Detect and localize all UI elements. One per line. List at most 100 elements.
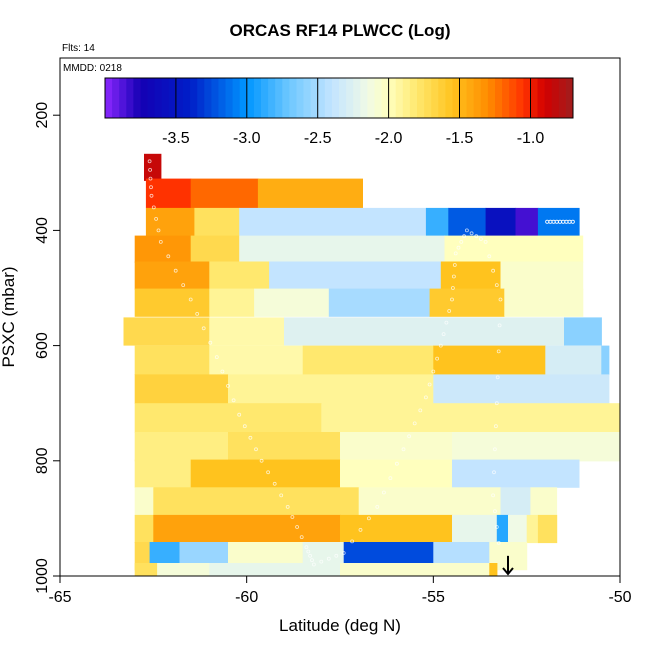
track-point-13 (195, 311, 200, 316)
colorbar-swatch-49 (452, 78, 461, 118)
track-point-44 (375, 504, 380, 509)
track-point-84 (491, 493, 496, 498)
colorbar-tick-label-4: -1.5 (446, 130, 474, 147)
track-point-40 (341, 551, 346, 555)
heatmap-cell-10-3 (452, 432, 620, 462)
heatmap-cell-3-0 (134, 235, 192, 263)
colorbar-swatch-58 (516, 78, 524, 118)
x-axis-label: Latitude (deg N) (279, 616, 401, 635)
heatmap-cell-2-6 (515, 207, 539, 237)
track-point-49 (407, 434, 412, 439)
y-tick-label-1: 400 (34, 217, 51, 244)
colorbar-swatch-24 (275, 78, 283, 118)
heatmap-cell-8-1 (228, 374, 434, 404)
heatmap-cell-2-1 (194, 207, 240, 237)
track-point-29 (290, 515, 295, 519)
colorbar-tick-label-0: -3.5 (162, 130, 190, 147)
colorbar-swatch-47 (438, 78, 446, 118)
track-point-66 (459, 239, 464, 244)
heatmap-cell-8-2 (433, 374, 610, 404)
heatmap-cell-4-2 (269, 261, 442, 290)
track-point-30 (295, 525, 300, 529)
track-point-45 (381, 490, 386, 495)
track-point-61 (450, 286, 455, 290)
colorbar-swatch-15 (211, 78, 219, 118)
track-point-7 (156, 228, 161, 233)
track-point-14 (201, 326, 206, 331)
track-point-23 (254, 447, 258, 452)
heatmap-cell-9-0 (134, 403, 322, 433)
colorbar-swatch-22 (261, 78, 269, 118)
colorbar-swatch-56 (502, 78, 510, 118)
y-axis: 200 400 600 800 1000 (34, 102, 60, 594)
heatmap-cell-7-1 (209, 345, 304, 375)
heatmap-cell-2-2 (239, 207, 427, 237)
heatmap-cell-5-2 (254, 288, 330, 317)
colorbar-swatch-41 (395, 78, 404, 118)
track-point-70 (474, 234, 479, 239)
heatmap-cell-13-4 (496, 514, 509, 544)
colorbar-frame (104, 77, 574, 119)
colorbar-swatch-60 (530, 78, 539, 118)
track-point-83 (492, 470, 496, 475)
track-point-86 (494, 525, 499, 529)
heatmap-cell-12-1 (153, 487, 360, 516)
track-point-52 (423, 395, 428, 400)
track-point-19 (231, 398, 236, 403)
heatmap-cell-1-0 (145, 178, 192, 208)
heatmap-cell-0-0 (144, 153, 162, 181)
heatmap-cell-3-2 (239, 235, 446, 263)
track-point-12 (188, 297, 193, 302)
track-point-51 (418, 408, 423, 413)
track-point-15 (208, 340, 213, 345)
track-point-62 (451, 274, 456, 279)
heatmap-cell-4-0 (134, 261, 210, 290)
track-point-53 (427, 382, 432, 387)
colorbar-swatch-40 (388, 78, 397, 118)
heatmap-cell-11-1 (190, 459, 341, 488)
colorbar-swatch-59 (523, 78, 531, 118)
track-point-41 (350, 539, 355, 544)
colorbar-swatch-13 (197, 78, 205, 118)
heatmap-cell-3-1 (190, 235, 240, 263)
colorbar-swatch-63 (551, 78, 560, 118)
track-point-50 (412, 421, 417, 426)
heatmap-cell-2-4 (448, 207, 487, 237)
heatmap-cell-8-0 (134, 374, 229, 404)
colorbar-swatch-16 (218, 78, 227, 118)
y-tick-label-3: 800 (34, 447, 51, 474)
track-point-59 (447, 309, 452, 313)
colorbar-swatch-23 (268, 78, 276, 118)
heatmap-cell-6-0 (123, 317, 210, 346)
heatmap-cell-9-1 (321, 403, 620, 433)
colorbar-swatch-43 (409, 78, 418, 118)
colorbar-swatch-21 (253, 78, 262, 118)
chart-title: ORCAS RF14 PLWCC (Log) (230, 21, 451, 40)
flight-track-points (147, 159, 575, 567)
colorbar-swatch-9 (168, 78, 177, 118)
heatmap-cell-13-5 (508, 514, 528, 544)
heatmap-cell-15-2 (209, 563, 341, 576)
colorbar-swatch-38 (374, 78, 383, 118)
markers (502, 555, 514, 576)
heatmap-cell-13-6 (526, 514, 539, 544)
heatmap-cell-4-1 (209, 261, 270, 290)
heatmap-cell-7-4 (545, 345, 602, 375)
track-point-26 (272, 481, 277, 486)
heatmap-cell-12-3 (500, 487, 531, 516)
heatmap-cell-15-1 (157, 563, 210, 576)
heatmap-cell-13-0 (134, 514, 154, 544)
track-point-24 (259, 458, 264, 463)
heatmap-cell-13-7 (537, 514, 558, 544)
heatmap-cell-6-1 (209, 317, 285, 346)
track-point-17 (220, 369, 225, 374)
colorbar-swatch-34 (346, 78, 354, 118)
heatmap-cell-5-5 (504, 288, 584, 317)
colorbar-swatch-36 (360, 78, 368, 118)
colorbar-swatch-54 (487, 78, 496, 118)
colorbar-swatch-7 (154, 78, 163, 118)
track-point-34 (308, 553, 313, 558)
y-axis-label: PSXC (mbar) (0, 266, 18, 367)
heatmap-cell-15-0 (134, 563, 158, 576)
colorbar-swatch-44 (417, 78, 425, 118)
